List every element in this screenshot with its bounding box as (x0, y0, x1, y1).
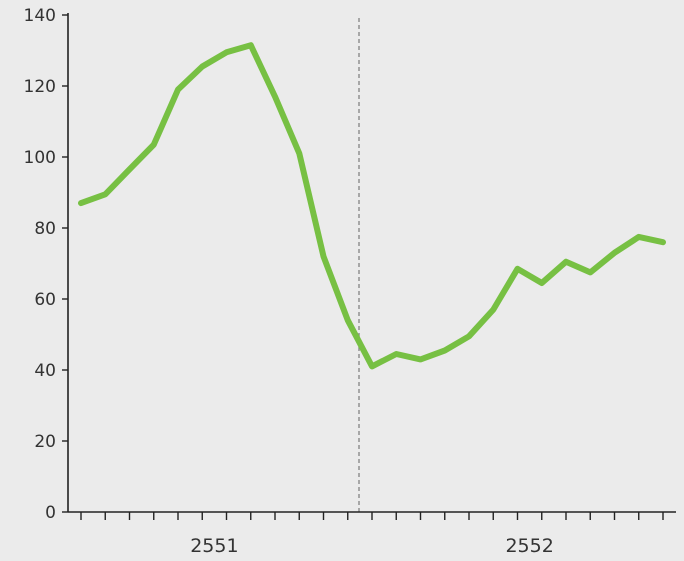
y-axis-ticks: 0 20 40 60 80 100 120 140 (24, 6, 68, 523)
x-axis-labels: 2551 2552 (190, 535, 554, 557)
y-tick-label: 60 (34, 290, 56, 310)
y-tick-label: 140 (24, 6, 56, 26)
y-tick-label: 0 (45, 503, 56, 523)
y-tick-label: 120 (24, 77, 56, 97)
y-tick-label: 20 (34, 432, 56, 452)
y-tick-label: 80 (34, 219, 56, 239)
y-tick-label: 40 (34, 361, 56, 381)
x-axis-ticks (80, 512, 664, 520)
x-category-label: 2551 (190, 535, 238, 557)
series-line (78, 42, 666, 370)
x-category-label: 2552 (505, 535, 553, 557)
y-tick-label: 100 (24, 148, 56, 168)
